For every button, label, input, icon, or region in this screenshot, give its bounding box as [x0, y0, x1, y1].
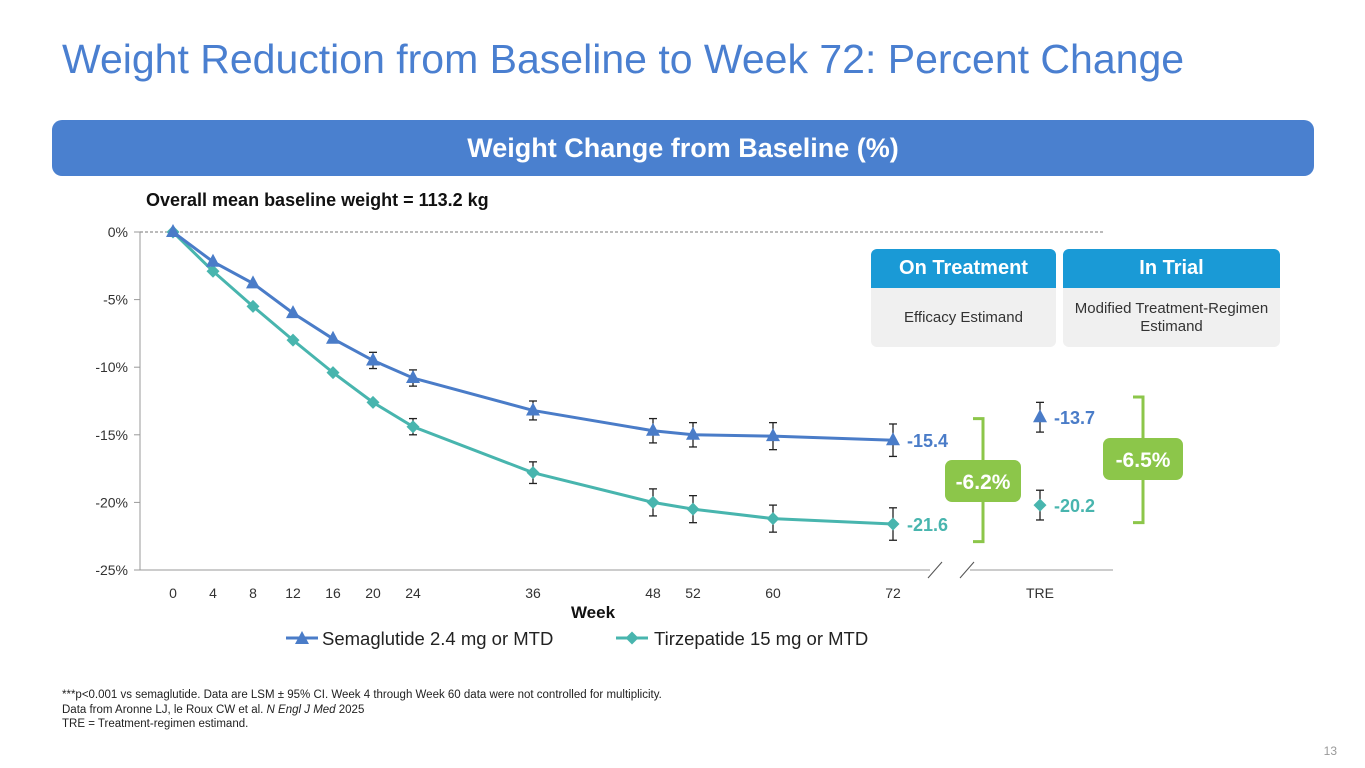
diff-tre-badge [1103, 438, 1183, 480]
footnote-tre: TRE = Treatment-regimen estimand. [62, 718, 249, 730]
sema-point [286, 305, 300, 319]
y-tick-label: -10% [95, 359, 128, 375]
x-axis-break-mark [927, 561, 943, 579]
modified-treatment-regimen-label: Modified Treatment-Regimen Estimand [1063, 288, 1280, 347]
chart-banner: Weight Change from Baseline (%) [52, 120, 1314, 176]
tirz-point [766, 512, 780, 526]
diff-week72-badge [945, 460, 1021, 502]
baseline-weight-note: Overall mean baseline weight = 113.2 kg [146, 190, 489, 210]
tirz-tre-point [1033, 498, 1047, 512]
footnote-stats: ***p<0.001 vs semaglutide. Data are LSM … [62, 689, 662, 701]
sema-point [646, 422, 660, 436]
sema-series-line [172, 230, 894, 442]
tirz-point [526, 466, 540, 480]
x-tick-label: 48 [645, 585, 661, 601]
x-tick-label: 60 [765, 585, 781, 601]
footnote-year: 2025 [335, 703, 365, 716]
sema-point [886, 432, 900, 446]
x-tick-label: 8 [249, 585, 257, 601]
sema-week72-label: -15.4 [907, 431, 948, 451]
x-axis-title: Week [571, 603, 616, 622]
x-tick-label: 72 [885, 585, 901, 601]
x-tick-label: 16 [325, 585, 341, 601]
legend-sema-marker [295, 631, 309, 644]
y-tick-label: 0% [108, 224, 128, 240]
tirz-point [246, 299, 260, 313]
tirz-point [326, 366, 340, 380]
tirz-point [886, 517, 900, 531]
on-treatment-header: On Treatment [871, 249, 1056, 288]
x-tick-label-tre: TRE [1026, 585, 1054, 601]
footnote-source-text: Data from Aronne LJ, le Roux CW et al. [62, 703, 267, 716]
tirz-point [686, 502, 700, 516]
tirz-tre-label: -20.2 [1054, 496, 1095, 516]
x-axis-break-gap [930, 564, 970, 578]
x-tick-label: 24 [405, 585, 421, 601]
x-tick-label: 12 [285, 585, 301, 601]
sema-point [206, 253, 220, 267]
efficacy-estimand-label: Efficacy Estimand [871, 288, 1056, 347]
sema-point [246, 275, 260, 289]
x-axis-break-mark [959, 561, 975, 579]
sema-point [526, 402, 540, 416]
diff-week72-label: -6.2% [956, 471, 1011, 494]
page-title: Weight Reduction from Baseline to Week 7… [62, 36, 1185, 82]
x-tick-label: 20 [365, 585, 381, 601]
sema-point [366, 352, 380, 366]
sema-point [686, 426, 700, 440]
footnote-journal: N Engl J Med [266, 703, 336, 716]
y-tick-label: -15% [95, 427, 128, 443]
sema-point [166, 224, 180, 237]
tirz-week72-label: -21.6 [907, 515, 948, 535]
in-trial-header: In Trial [1063, 249, 1280, 288]
sema-point [766, 428, 780, 442]
footnote-source: Data from Aronne LJ, le Roux CW et al. N… [62, 703, 662, 718]
tirz-point [206, 264, 220, 278]
on-treatment-box: On Treatment Efficacy Estimand [871, 249, 1056, 347]
in-trial-box: In Trial Modified Treatment-Regimen Esti… [1063, 249, 1280, 347]
y-tick-label: -20% [95, 494, 128, 510]
legend-tirz-marker [625, 631, 639, 645]
legend-tirz-label: Tirzepatide 15 mg or MTD [654, 628, 868, 649]
sema-tre-label: -13.7 [1054, 408, 1095, 428]
x-tick-label: 52 [685, 585, 701, 601]
footnotes: ***p<0.001 vs semaglutide. Data are LSM … [62, 688, 662, 732]
sema-point [326, 330, 340, 344]
y-tick-label: -25% [95, 562, 128, 578]
tirz-series-line [171, 230, 894, 526]
x-tick-label: 4 [209, 585, 217, 601]
tirz-point [366, 395, 380, 409]
x-tick-label: 0 [169, 585, 177, 601]
legend-sema-label: Semaglutide 2.4 mg or MTD [322, 628, 553, 649]
sema-point [406, 370, 420, 384]
page-number: 13 [1323, 744, 1337, 758]
tirz-point [646, 495, 660, 509]
tirz-point [286, 333, 300, 347]
diff-tre-label: -6.5% [1116, 449, 1171, 472]
sema-tre-point [1033, 409, 1047, 423]
y-tick-label: -5% [103, 292, 128, 308]
x-tick-label: 36 [525, 585, 541, 601]
tirz-point [406, 420, 420, 434]
